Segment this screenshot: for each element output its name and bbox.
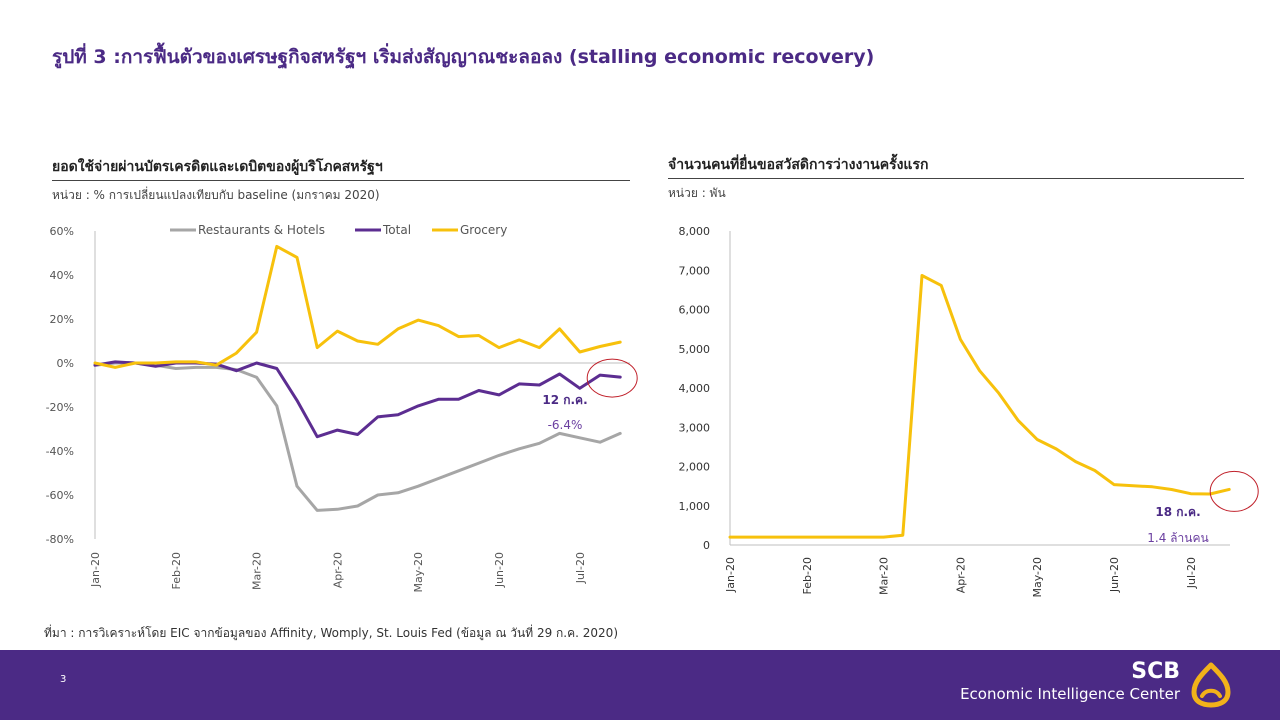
- legend-label: Total: [382, 223, 411, 237]
- y-tick-label: 7,000: [679, 264, 711, 277]
- x-tick-label: Jun-20: [1108, 557, 1121, 593]
- x-tick-label: May-20: [1031, 557, 1044, 598]
- y-tick-label: 40%: [50, 269, 74, 282]
- y-tick-label: 20%: [50, 313, 74, 326]
- scb-logo-icon: [1191, 662, 1231, 708]
- x-tick-label: Mar-20: [878, 557, 891, 595]
- x-tick-label: Mar-20: [251, 552, 264, 590]
- page-title: รูปที่ 3 :การฟื้นตัวของเศรษฐกิจสหรัฐฯ เร…: [52, 46, 875, 68]
- series-line-1: [93, 361, 622, 512]
- brand-name: SCB: [1131, 659, 1180, 684]
- brand-block: SCB Economic Intelligence Center: [960, 660, 1180, 704]
- annotation-date: 18 ก.ค.: [1155, 505, 1200, 519]
- left-chart-unit: หน่วย : % การเปลี่ยนแปลงเทียบกับ baselin…: [52, 188, 380, 202]
- y-tick-label: 4,000: [679, 382, 711, 395]
- y-tick-label: 0: [703, 539, 710, 552]
- spending-chart: 60% 40% 20% 0% -20% -40% -60% -80% Jan-20 Feb-20 M…: [46, 223, 638, 593]
- x-tick-label: Jul-20: [1185, 557, 1198, 589]
- annotation-value: -6.4%: [548, 418, 583, 432]
- y-tick-label: 1,000: [679, 500, 711, 513]
- right-title-rule: [668, 178, 1244, 179]
- y-tick-label: -60%: [46, 489, 74, 502]
- left-chart-title: ยอดใช้จ่ายผ่านบัตรเครดิตและเดบิตของผู้บร…: [52, 159, 383, 175]
- y-tick-label: 3,000: [679, 421, 711, 434]
- series-line-1: [728, 274, 1231, 539]
- y-tick-label: -80%: [46, 533, 74, 546]
- right-chart-title: จำนวนคนที่ยื่นขอสวัสดิการว่างงานครั้งแรก: [668, 157, 929, 173]
- x-tick-label: Jun-20: [493, 552, 506, 588]
- y-tick-label: 2,000: [679, 461, 711, 474]
- y-tick-label: 60%: [50, 225, 74, 238]
- x-tick-label: Apr-20: [331, 552, 344, 588]
- legend-label: Restaurants & Hotels: [198, 223, 325, 237]
- x-tick-label: Jan-20: [89, 552, 102, 588]
- x-tick-label: Apr-20: [954, 557, 967, 593]
- legend-label: Grocery: [460, 223, 507, 237]
- annotation-date: 12 ก.ค.: [542, 393, 587, 407]
- highlight-circle: [586, 358, 638, 398]
- y-tick-label: -20%: [46, 401, 74, 414]
- brand-subtitle: Economic Intelligence Center: [960, 685, 1180, 703]
- y-tick-label: 6,000: [679, 304, 711, 317]
- left-title-rule: [52, 180, 630, 181]
- footer-bar: 3 SCB Economic Intelligence Center: [0, 650, 1280, 720]
- x-tick-label: Feb-20: [801, 557, 814, 594]
- annotation-value: 1.4 ล้านคน: [1147, 531, 1208, 545]
- y-tick-label: 8,000: [679, 225, 711, 238]
- y-tick-label: 5,000: [679, 343, 711, 356]
- page-number: 3: [60, 674, 67, 685]
- highlight-circle: [1209, 470, 1259, 512]
- series-line-3: [93, 244, 622, 369]
- x-tick-label: Jan-20: [724, 557, 737, 593]
- x-tick-label: May-20: [412, 552, 425, 593]
- source-note: ที่มา : การวิเคราะห์โดย EIC จากข้อมูลของ…: [44, 626, 618, 640]
- x-tick-label: Jul-20: [574, 552, 587, 584]
- x-tick-label: Feb-20: [170, 552, 183, 589]
- y-tick-label: -40%: [46, 445, 74, 458]
- right-chart-unit: หน่วย : พัน: [668, 186, 726, 200]
- y-tick-label: 0%: [57, 357, 74, 370]
- claims-chart: 8,000 7,000 6,000 5,000 4,000 3,000 2,000 1,000…: [679, 225, 1259, 598]
